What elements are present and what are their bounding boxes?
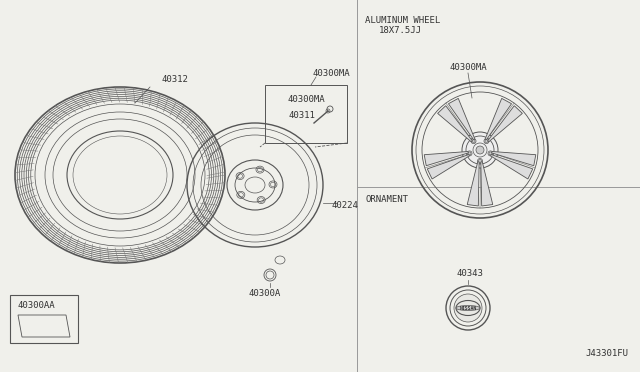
Polygon shape [492, 151, 536, 166]
Text: 40300MA: 40300MA [449, 64, 487, 73]
Circle shape [454, 294, 482, 322]
Circle shape [472, 140, 475, 142]
Text: 40300MA: 40300MA [287, 94, 325, 103]
Text: 40312: 40312 [161, 76, 188, 84]
Circle shape [485, 140, 488, 142]
Text: J43301FU: J43301FU [585, 349, 628, 358]
Text: NISSAN: NISSAN [460, 305, 477, 311]
Circle shape [489, 152, 492, 155]
Text: 40311: 40311 [289, 110, 316, 119]
Polygon shape [438, 106, 472, 142]
Polygon shape [488, 106, 522, 142]
Polygon shape [481, 162, 493, 206]
Circle shape [468, 152, 471, 155]
Circle shape [479, 160, 481, 163]
Polygon shape [428, 154, 470, 179]
Text: 40300AA: 40300AA [18, 301, 56, 310]
Polygon shape [424, 151, 468, 166]
Text: 40224: 40224 [332, 201, 358, 209]
Text: 40300A: 40300A [249, 289, 281, 298]
Circle shape [476, 146, 484, 154]
Polygon shape [485, 98, 511, 140]
Polygon shape [490, 154, 532, 179]
Text: ORNAMENT: ORNAMENT [365, 195, 408, 204]
Text: 40343: 40343 [456, 269, 483, 279]
Text: 40300MA: 40300MA [312, 68, 350, 77]
Polygon shape [467, 162, 479, 206]
Text: ALUMINUM WHEEL: ALUMINUM WHEEL [365, 16, 440, 25]
Circle shape [462, 132, 498, 168]
Ellipse shape [456, 305, 480, 311]
Text: 18X7.5JJ: 18X7.5JJ [379, 26, 422, 35]
Polygon shape [449, 98, 475, 140]
